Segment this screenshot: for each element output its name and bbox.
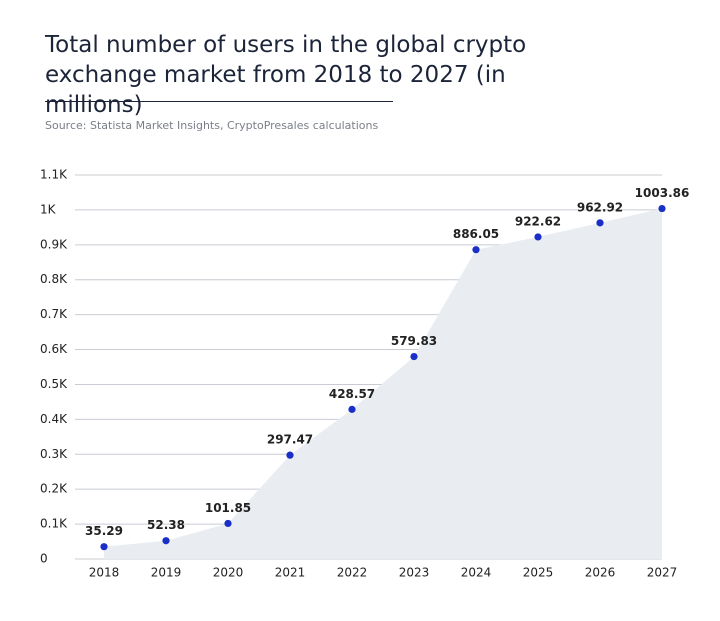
y-tick-label: 0.7K	[40, 307, 68, 321]
x-tick-label: 2019	[151, 566, 182, 580]
x-tick-label: 2022	[337, 566, 368, 580]
title-rule	[45, 101, 393, 102]
chart-title: Total number of users in the global cryp…	[45, 32, 527, 118]
y-tick-label: 0.8K	[40, 272, 68, 286]
x-tick-label: 2018	[89, 566, 120, 580]
y-tick-label: 0.3K	[40, 447, 68, 461]
x-tick-label: 2027	[647, 566, 678, 580]
data-point	[162, 537, 170, 545]
x-tick-label: 2024	[461, 566, 492, 580]
y-tick-label: 0	[40, 552, 48, 566]
value-label: 962.92	[577, 200, 623, 214]
data-point	[534, 233, 542, 241]
x-tick-label: 2023	[399, 566, 430, 580]
y-tick-label: 1.1K	[40, 168, 68, 182]
y-tick-label: 0.9K	[40, 237, 68, 251]
data-point	[286, 451, 294, 459]
data-point	[100, 543, 108, 551]
value-label: 297.47	[267, 433, 313, 447]
value-label: 579.83	[391, 334, 437, 348]
value-label: 101.85	[205, 501, 251, 515]
area	[104, 208, 662, 560]
value-label: 1003.86	[635, 186, 690, 200]
data-point	[410, 352, 418, 361]
value-label: 922.62	[515, 214, 561, 228]
x-tick-label: 2026	[585, 566, 616, 580]
value-label: 428.57	[329, 387, 375, 401]
data-point	[658, 204, 666, 213]
data-point	[348, 405, 356, 413]
data-point	[596, 219, 604, 227]
value-label: 52.38	[147, 518, 185, 532]
data-point	[224, 519, 232, 528]
y-tick-label: 1K	[40, 202, 57, 216]
data-point	[472, 246, 480, 254]
y-tick-label: 0.4K	[40, 412, 68, 426]
value-label: 35.29	[85, 524, 123, 538]
x-tick-label: 2025	[523, 566, 554, 580]
y-tick-label: 0.6K	[40, 342, 68, 356]
x-tick-label: 2020	[213, 566, 244, 580]
y-tick-label: 0.2K	[40, 482, 68, 496]
value-label: 886.05	[453, 227, 499, 241]
y-tick-label: 0.1K	[40, 517, 68, 531]
y-tick-label: 0.5K	[40, 377, 68, 391]
chart-subtitle: Source: Statista Market Insights, Crypto…	[45, 119, 379, 132]
x-tick-label: 2021	[275, 566, 306, 580]
